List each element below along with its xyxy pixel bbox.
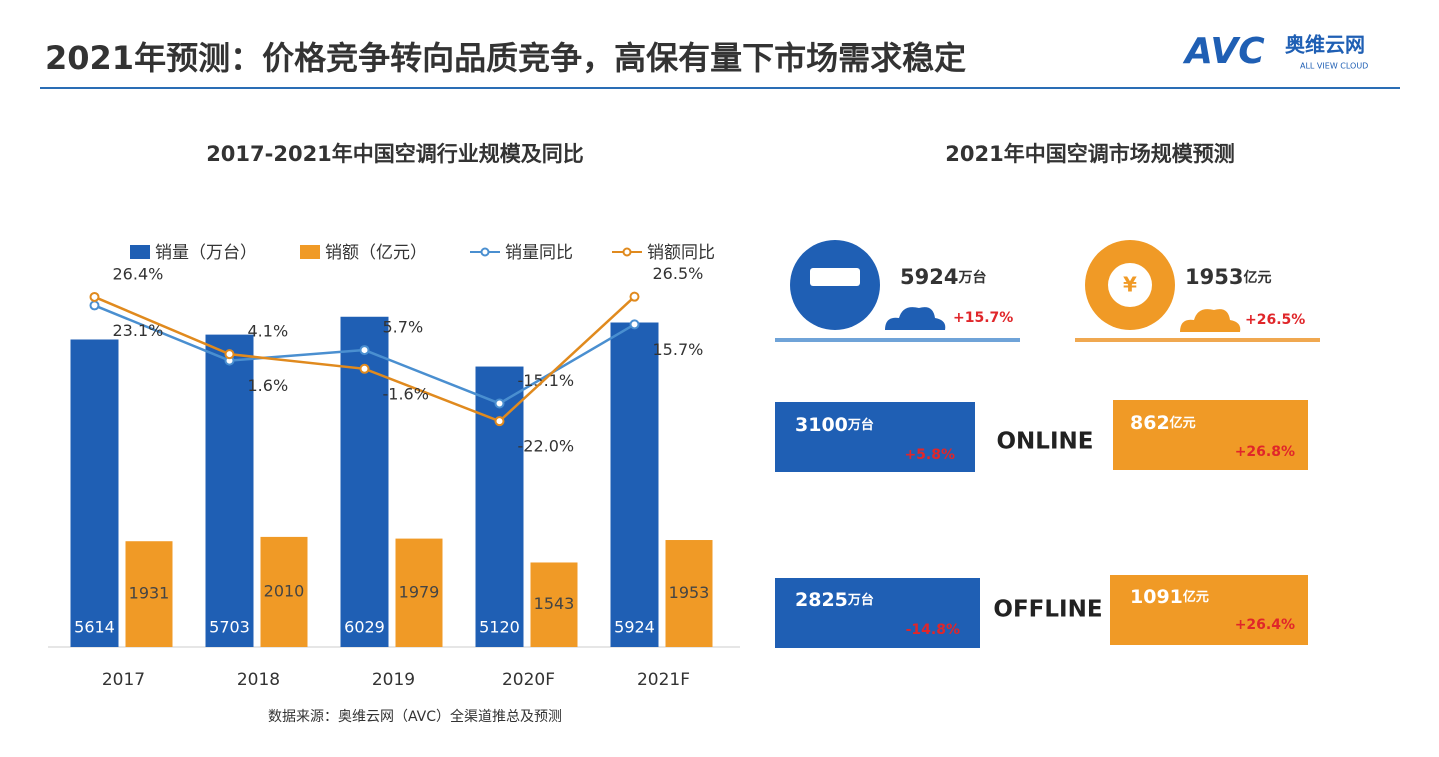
total-card: 5924万台 [900, 265, 986, 289]
line-marker [224, 349, 235, 360]
line-value-label: -22.0% [518, 437, 575, 456]
line-marker [89, 300, 100, 311]
bar [665, 540, 713, 647]
legend-swatch [130, 245, 150, 259]
total-card: 1953亿元 [1185, 265, 1271, 289]
bar-value-label: 5614 [74, 618, 115, 637]
yuan-icon-inner [1108, 263, 1152, 307]
card-text: 862亿元 [1130, 412, 1196, 434]
offline-volume-card [775, 578, 980, 648]
line-value-label: -15.1% [518, 371, 575, 390]
unit: 万台 [957, 269, 986, 286]
channel-label: ONLINE [997, 429, 1094, 455]
total-growth: +15.7% [953, 310, 1013, 326]
unit: 万台 [847, 417, 874, 433]
legend-label: 销量同比 [505, 243, 573, 263]
bar-value-label: 1543 [534, 594, 575, 613]
bar-value-label: 1931 [129, 584, 170, 603]
market-title: 2021年中国空调市场规模预测 [945, 142, 1234, 166]
line-value-label: 5.7% [383, 318, 424, 337]
growth: -14.8% [906, 622, 960, 638]
legend-label: 销量（万台） [155, 243, 257, 263]
legend-label: 销额同比 [647, 243, 715, 263]
x-tick-label: 2017 [102, 670, 145, 690]
ac-icon-unit [810, 268, 860, 286]
value: 1091 [1130, 586, 1183, 608]
line-value-label: 1.6% [248, 376, 289, 395]
unit: 亿元 [1183, 589, 1209, 605]
chart-title: 2017-2021年中国空调行业规模及同比 [206, 142, 584, 166]
line-marker [359, 363, 370, 374]
x-tick-label: 2018 [237, 670, 280, 690]
bar-value-label: 5924 [614, 618, 655, 637]
bar-value-label: 2010 [264, 581, 305, 600]
line-marker [494, 398, 505, 409]
line-marker [629, 319, 640, 330]
channel-label: OFFLINE [993, 597, 1102, 623]
bar [610, 322, 659, 647]
line-marker [359, 345, 370, 356]
line-marker [629, 291, 640, 302]
legend-marker [480, 247, 490, 257]
yuan-symbol: ¥ [1123, 273, 1137, 297]
line-marker [89, 291, 100, 302]
bar-value-label: 5120 [479, 618, 520, 637]
logo-cn: 奥维云网 [1285, 33, 1365, 57]
line-value-label: 26.5% [653, 264, 704, 283]
card-text: 2825万台 [795, 589, 874, 611]
x-tick-label: 2019 [372, 670, 415, 690]
value: 5924 [900, 265, 958, 289]
legend-swatch [300, 245, 320, 259]
line-marker [494, 416, 505, 427]
x-tick-label: 2021F [637, 670, 690, 690]
total-growth: +26.5% [1245, 312, 1305, 328]
chart: 2017 2018 2019 2020F 2021F 销量（万台） 销额（亿元） 销量同比 销额… [48, 243, 740, 690]
offline-value-card [1110, 575, 1308, 645]
bar [125, 541, 173, 647]
bar [260, 536, 308, 647]
unit: 万台 [847, 592, 874, 608]
card-text: 3100万台 [795, 414, 874, 436]
growth: +5.8% [904, 447, 955, 463]
x-tick-label: 2020F [502, 670, 555, 690]
line-value-label: 26.4% [113, 264, 164, 283]
line-value-label: 15.7% [653, 340, 704, 359]
unit: 亿元 [1243, 269, 1271, 286]
bar [475, 366, 524, 647]
legend-label: 销额（亿元） [325, 243, 427, 263]
online-value-card [1113, 400, 1308, 470]
page-title: 2021年预测：价格竞争转向品质竞争，高保有量下市场需求稳定 [45, 39, 966, 77]
bar-value-label: 6029 [344, 618, 385, 637]
cloud [885, 307, 946, 330]
value: 2825 [795, 589, 848, 611]
logo-en: ALL VIEW CLOUD [1300, 62, 1368, 71]
line-value-label: 4.1% [248, 322, 289, 341]
bar-value-label: 5703 [209, 618, 250, 637]
growth: +26.8% [1235, 444, 1295, 460]
bar [205, 334, 254, 647]
online-volume-card [775, 402, 975, 472]
source: 数据来源：奥维云网（AVC）全渠道推总及预测 [268, 708, 562, 725]
value: 1953 [1185, 265, 1243, 289]
legend-marker [622, 247, 632, 257]
bar [530, 562, 578, 647]
growth: +26.4% [1235, 617, 1295, 633]
bar [70, 339, 119, 647]
logo: AVC [1182, 31, 1265, 72]
card-text: 1091亿元 [1130, 586, 1209, 608]
line-value-label: -1.6% [383, 384, 429, 403]
bar-value-label: 1979 [399, 582, 440, 601]
value: 3100 [795, 414, 848, 436]
value: 862 [1130, 412, 1170, 434]
bar [395, 538, 443, 647]
line-value-label: 23.1% [113, 321, 164, 340]
market-panel: 2021年中国空调市场规模预测 5924万台 +15.7% ¥ 1953亿元 +… [775, 142, 1320, 648]
unit: 亿元 [1170, 415, 1196, 431]
cloud [1180, 309, 1241, 332]
bar-value-label: 1953 [669, 583, 710, 602]
